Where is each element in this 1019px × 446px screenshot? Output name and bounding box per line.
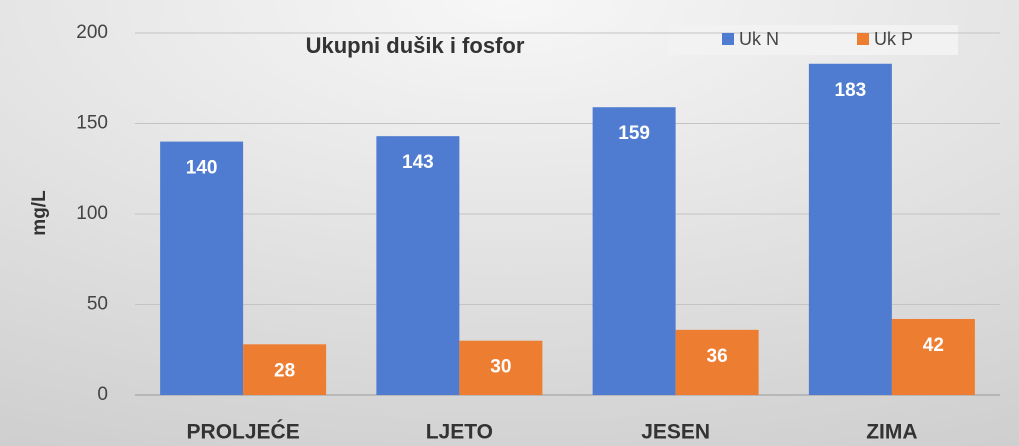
legend-swatch [857,33,869,45]
bar [376,136,460,396]
y-tick-label: 0 [97,384,108,405]
data-label: 42 [923,335,944,356]
legend-label: Uk P [874,29,913,49]
legend-label: Uk N [739,29,779,49]
data-label: 140 [186,158,218,179]
chart-title: Ukupni dušik i fosfor [306,33,525,58]
data-label: 30 [490,357,511,378]
bar [243,344,327,395]
y-tick-label: 200 [76,22,108,43]
y-axis-label: mg/L [29,190,50,236]
y-tick-label: 100 [76,203,108,224]
bar [675,329,759,395]
data-label: 143 [402,152,434,173]
x-tick-label: PROLJEĆE [187,420,300,444]
bar [459,340,543,395]
legend-box [668,25,958,55]
bar [592,107,676,396]
data-label: 36 [707,346,728,367]
x-tick-label: JESEN [641,421,710,444]
data-label: 159 [618,123,650,144]
data-label: 183 [835,80,867,101]
bar [160,141,244,395]
x-tick-label: ZIMA [866,421,917,444]
bar [891,318,975,395]
legend-swatch [722,33,734,45]
y-tick-label: 150 [76,113,108,134]
bar [808,63,892,396]
x-tick-label: LJETO [426,421,493,444]
data-label: 28 [274,360,295,381]
y-tick-label: 50 [87,294,108,315]
